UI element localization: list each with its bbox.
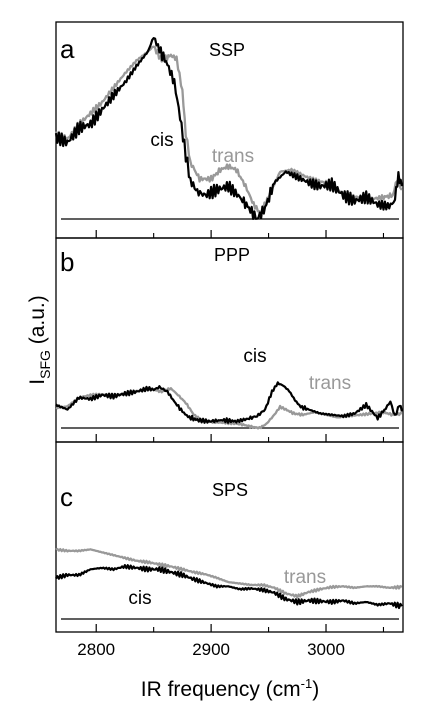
annotation-trans: trans — [212, 146, 254, 167]
x-axis-label: IR frequency (cm-1) — [141, 676, 319, 701]
panel-c: c SPS cis trans — [55, 441, 404, 633]
series-line-trans — [55, 547, 403, 599]
x-tick-label: 3000 — [307, 640, 345, 659]
panels-group: a SSP cis trans b PPP cis trans c SPS cis trans — [54, 21, 404, 633]
annotation-cis: cis — [128, 588, 151, 609]
polarization-label: PPP — [214, 245, 250, 265]
x-tick-label: 2900 — [192, 640, 230, 659]
panel-a: a SSP cis trans — [54, 21, 404, 239]
series-line-cis — [55, 563, 403, 610]
panel-letter: a — [60, 34, 75, 64]
panel-frame — [55, 441, 404, 633]
x-tick-labels: 2800 2900 3000 — [77, 640, 345, 659]
y-axis-label-subscript: SFG — [37, 350, 53, 379]
panel-letter: b — [60, 247, 74, 277]
x-tick-label: 2800 — [77, 640, 115, 659]
annotation-cis: cis — [150, 130, 173, 151]
polarization-label: SSP — [209, 40, 245, 60]
panel-letter: c — [60, 482, 73, 512]
y-axis-label-main: I — [26, 379, 49, 385]
x-axis-label-main: IR frequency (cm — [141, 678, 301, 701]
series-line-cis — [55, 381, 403, 424]
x-axis-label-superscript: -1 — [301, 676, 313, 691]
annotation-trans: trans — [284, 567, 326, 588]
panel-b: b PPP cis trans — [55, 237, 404, 443]
series-line-cis — [54, 36, 403, 220]
annotation-cis: cis — [243, 346, 266, 367]
annotation-trans: trans — [309, 373, 351, 394]
polarization-label: SPS — [212, 480, 248, 500]
y-axis-label-units: (a.u.) — [26, 295, 49, 350]
y-axis-label: ISFG (a.u.) — [26, 295, 53, 384]
panel-frame — [55, 237, 404, 443]
x-axis-label-close: ) — [312, 678, 319, 701]
